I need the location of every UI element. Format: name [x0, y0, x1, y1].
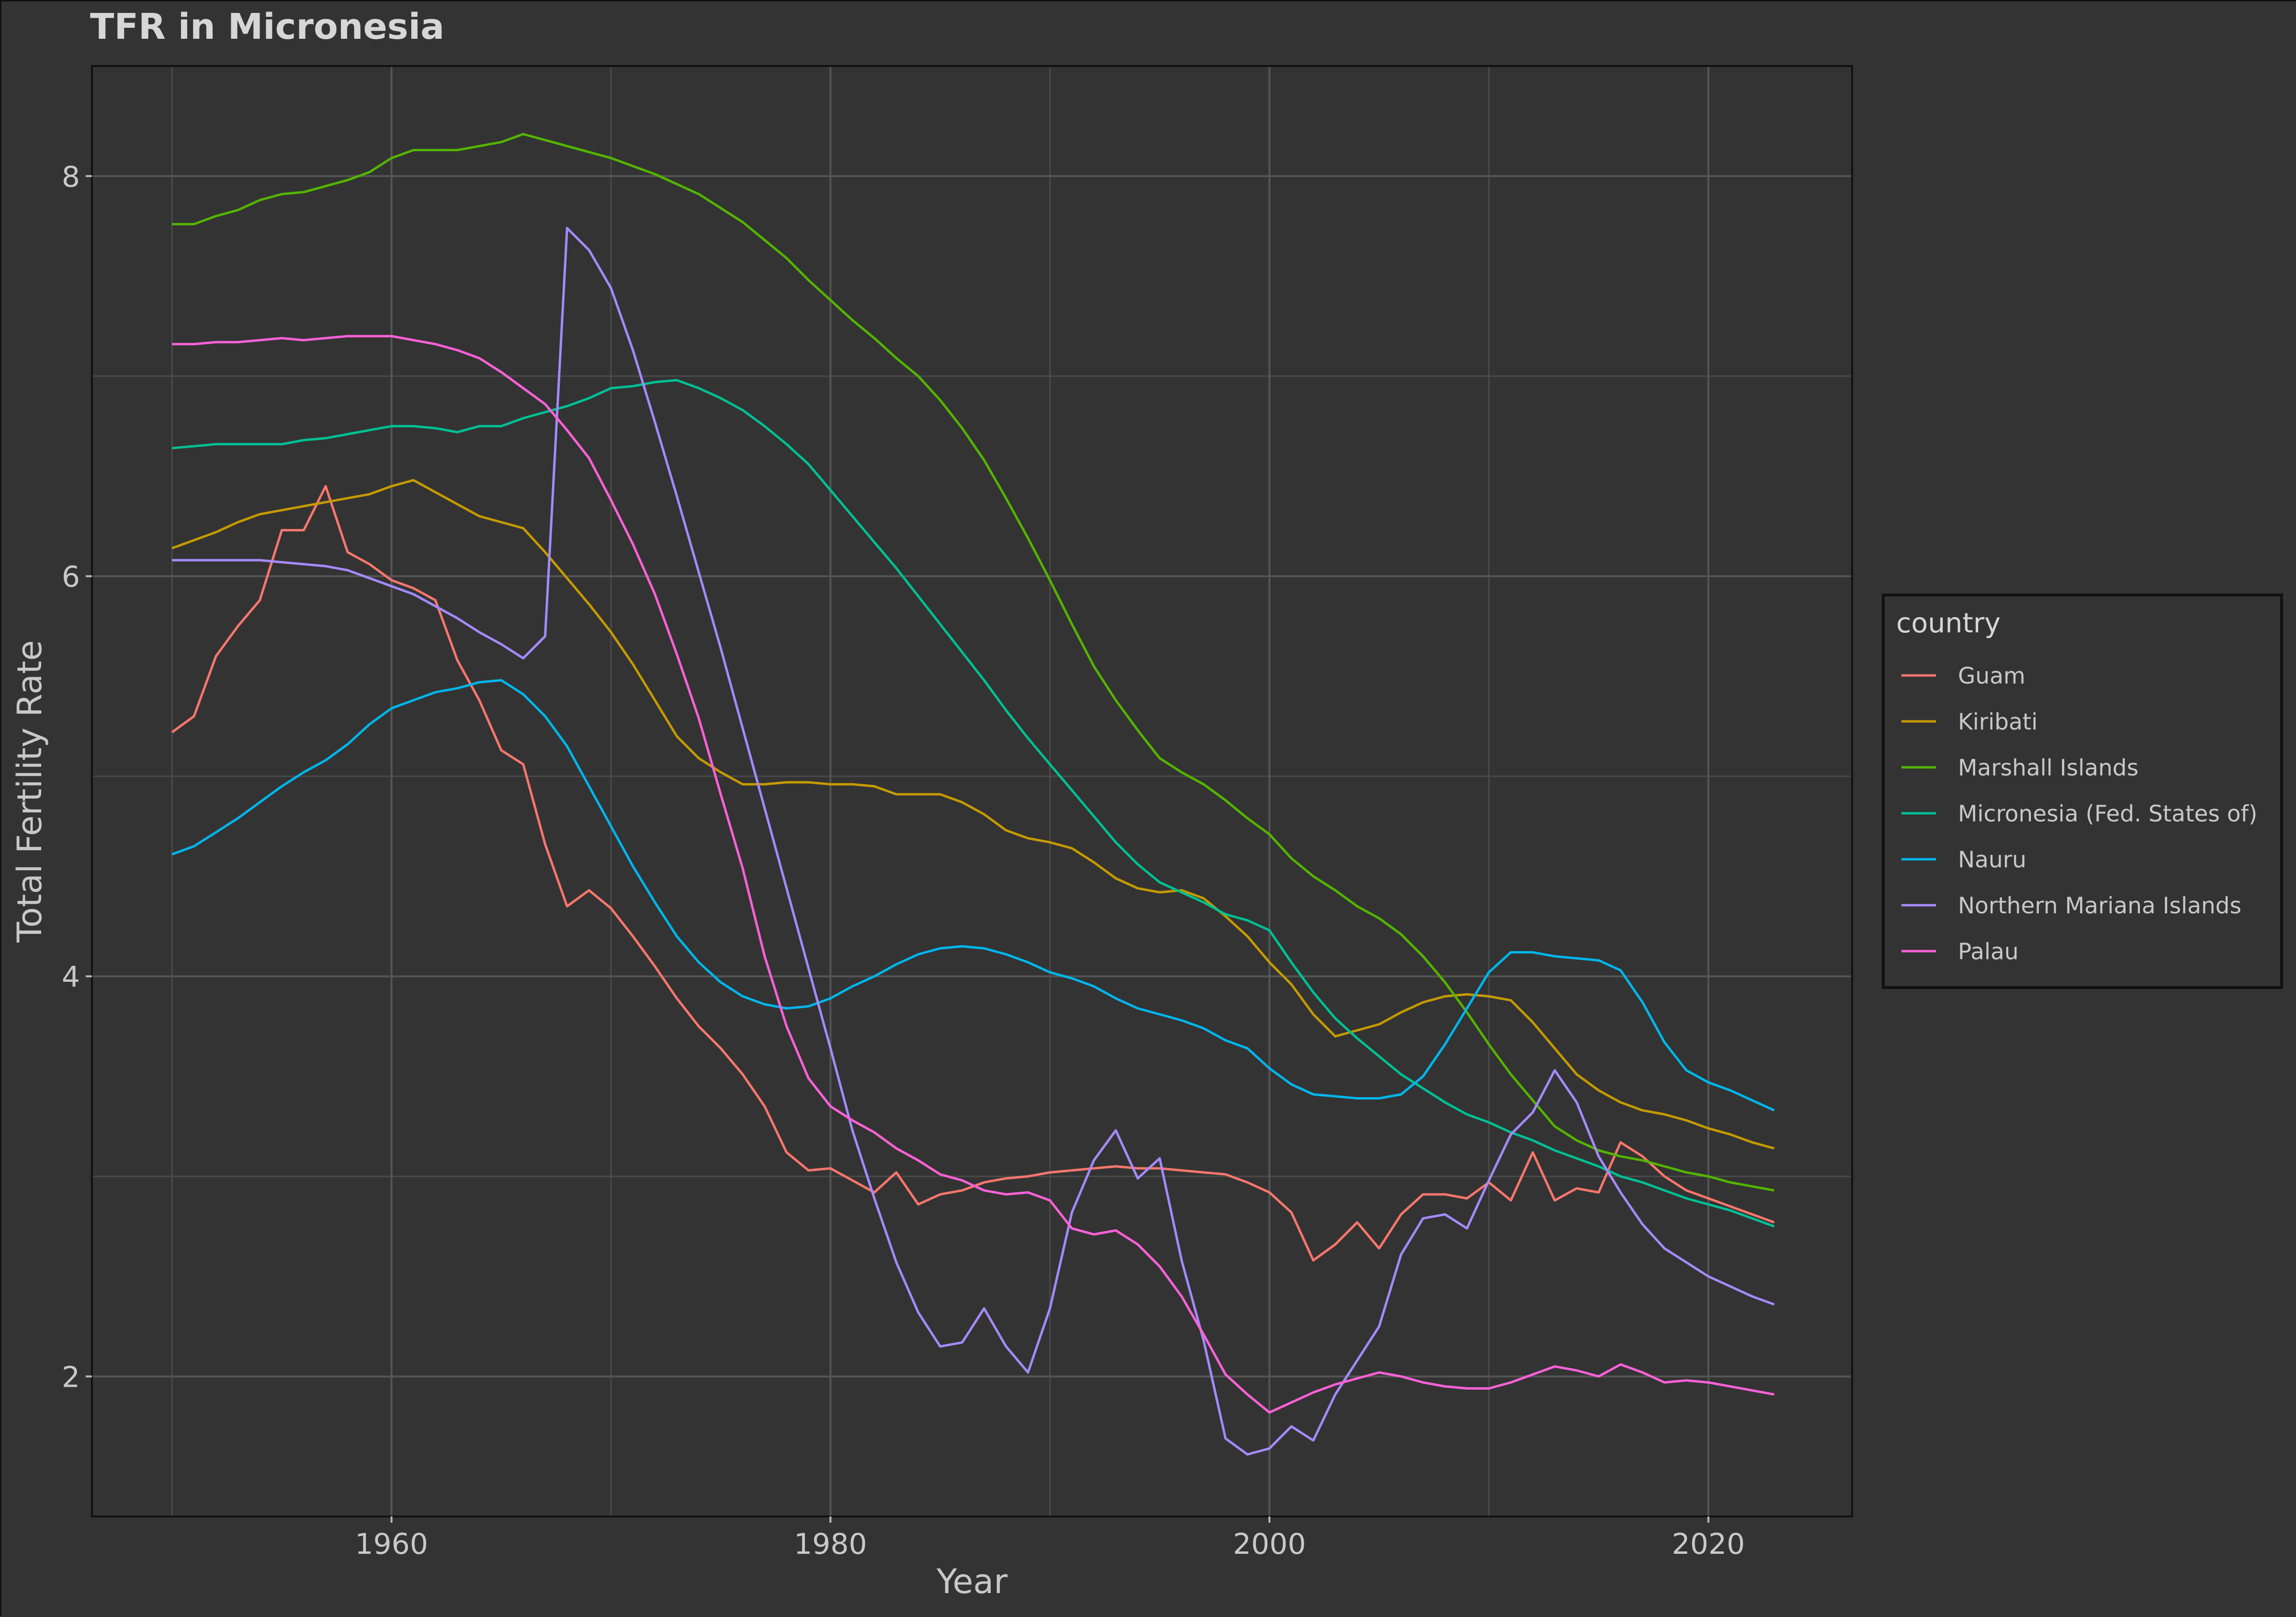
- series-line-northern-mariana-islands: [172, 227, 1775, 1456]
- chart-title: TFR in Micronesia: [90, 6, 444, 47]
- legend-label: Micronesia (Fed. States of): [1958, 801, 2257, 827]
- legend-title: country: [1896, 607, 2001, 639]
- legend-label: Palau: [1958, 939, 2019, 965]
- series-line-nauru: [171, 679, 1775, 1112]
- x-tick-label: 2000: [1233, 1527, 1306, 1561]
- legend-label: Marshall Islands: [1958, 755, 2138, 781]
- series-line-palau: [172, 335, 1775, 1414]
- x-axis-label: Year: [936, 1562, 1007, 1601]
- legend-box: [1882, 594, 2283, 989]
- legend-label: Nauru: [1958, 847, 2026, 873]
- series-line-kiribati: [171, 479, 1775, 1150]
- y-tick-label: 6: [62, 561, 80, 594]
- x-tick-label: 1960: [355, 1527, 428, 1561]
- x-axis-ticks: 1960 1980 2000 2020: [355, 1516, 1745, 1561]
- legend: country Guam Kiribati Marshall Islands Micr…: [1882, 594, 2283, 989]
- plot-panel: [92, 66, 1852, 1516]
- series-line-marshall-islands: [172, 133, 1775, 1192]
- legend-label: Northern Mariana Islands: [1958, 893, 2241, 919]
- y-tick-label: 8: [62, 160, 80, 194]
- series-layer: [171, 133, 1775, 1456]
- y-tick-label: 4: [62, 961, 80, 994]
- x-tick-label: 2020: [1672, 1527, 1745, 1561]
- y-axis-label: Total Fertility Rate: [10, 640, 49, 943]
- legend-label: Kiribati: [1958, 709, 2037, 735]
- legend-label: Guam: [1958, 663, 2025, 689]
- y-axis-ticks: 2 4 6 8: [62, 160, 92, 1394]
- plot-border: [91, 65, 1853, 1517]
- x-tick-label: 1980: [794, 1527, 867, 1561]
- legend-items: Guam Kiribati Marshall Islands Micronesia (…: [1901, 663, 2257, 965]
- y-tick-label: 2: [62, 1360, 80, 1394]
- series-line-micronesia-fed-states-of: [172, 379, 1775, 1228]
- grid: [92, 66, 1852, 1516]
